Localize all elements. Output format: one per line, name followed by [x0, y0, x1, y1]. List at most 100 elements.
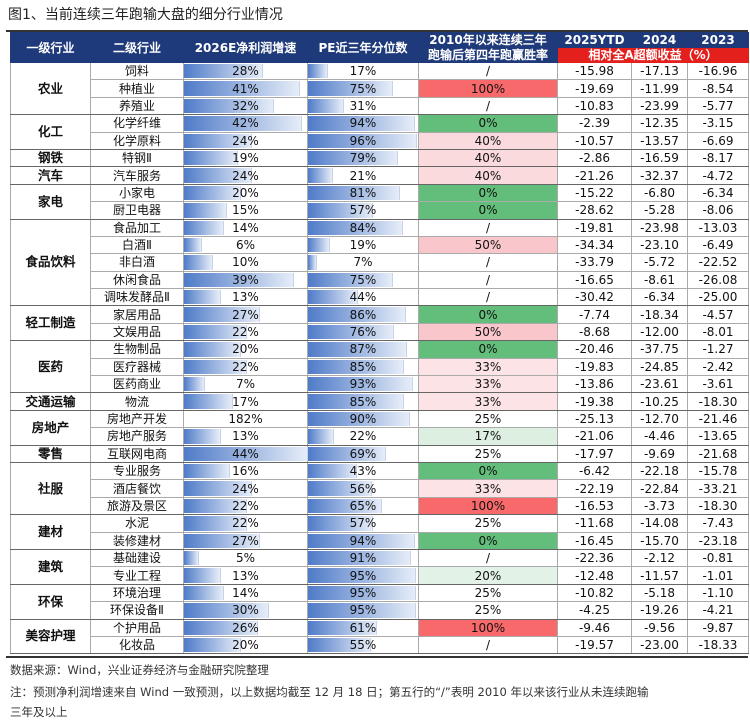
excess-2025ytd: -7.74	[557, 305, 632, 324]
data-bar	[308, 585, 416, 601]
level2-industry: 家居用品	[90, 305, 184, 324]
table-row: 休闲食品 39% 75% / -16.65 -8.61 -26.08	[11, 270, 749, 290]
bar-value: 22%	[232, 498, 259, 513]
table-row: 交通运输 物流 17% 85% 33% -19.38 -10.25 -18.30	[10, 392, 749, 411]
level2-industry: 生物制品	[90, 340, 184, 359]
excess-2023: -1.10	[687, 583, 749, 603]
level1-industry: 农业	[10, 61, 91, 116]
win-rate: 0%	[418, 340, 558, 359]
data-bar	[308, 411, 411, 427]
bar-value: 24%	[232, 133, 259, 148]
level1-industry: 建材	[10, 514, 91, 550]
level2-industry: 酒店餐饮	[90, 479, 184, 498]
excess-2023: -18.33	[687, 635, 749, 655]
header-winrate-1: 2010年以来连续三年	[418, 32, 558, 48]
level2-industry: 食品加工	[90, 218, 184, 237]
bar-value: 17%	[232, 394, 259, 409]
bar-value: 5%	[235, 551, 256, 566]
table-row: 农业 饲料 28% 17% / -15.98 -17.13 -16.96	[10, 61, 749, 116]
bar-value: 15%	[232, 203, 259, 218]
level2-industry: 旅游及景区	[90, 496, 184, 516]
profit-growth: 24%	[183, 166, 308, 185]
profit-growth: 44%	[183, 444, 308, 463]
excess-2023: -23.18	[687, 531, 749, 550]
table-row: 医药 生物制品 20% 87% 0% -20.46 -37.75 -1.27	[10, 340, 749, 394]
table-row: 房地产 房地产开发 182% 90% 25% -25.13 -12.70 -21.46	[10, 409, 749, 446]
data-bar	[308, 429, 334, 444]
excess-2024: -13.57	[631, 131, 688, 150]
data-bar	[184, 272, 295, 288]
pe-percentile: 95%	[307, 566, 419, 585]
profit-growth: 22%	[183, 322, 308, 342]
data-bar	[184, 116, 303, 131]
data-bar	[184, 237, 202, 253]
excess-2023: -21.68	[687, 444, 749, 463]
excess-2025ytd: -20.46	[557, 340, 632, 359]
bar-value: 44%	[349, 290, 377, 305]
pe-percentile: 55%	[307, 635, 419, 655]
excess-2025ytd: -19.83	[557, 357, 632, 377]
level2-industry: 化学原料	[90, 131, 184, 150]
table-row: 酒店餐饮 24% 56% 33% -22.19 -22.84 -33.21	[11, 479, 749, 498]
pe-percentile: 75%	[307, 270, 419, 290]
excess-2024: -17.13	[631, 61, 688, 81]
bar-value: 85%	[349, 394, 377, 409]
excess-2023: -5.77	[687, 96, 749, 116]
profit-growth: 20%	[183, 183, 308, 203]
level1-industry: 零售	[10, 444, 91, 463]
win-rate: 17%	[418, 427, 558, 446]
level1-industry: 家电	[10, 183, 91, 220]
win-rate: /	[418, 61, 558, 81]
excess-2023: -4.72	[687, 166, 749, 185]
excess-2023: -7.43	[687, 514, 749, 533]
excess-2024: -9.69	[631, 444, 688, 463]
table-row: 钢铁 特钢Ⅱ 19% 79% 40% -2.86 -16.59 -8.17	[10, 148, 749, 168]
bar-value: 19%	[232, 151, 259, 166]
bar-value: 20%	[232, 185, 259, 200]
excess-2023: -22.52	[687, 253, 749, 272]
pe-percentile: 43%	[307, 461, 419, 481]
pe-percentile: 87%	[307, 340, 419, 359]
win-rate: 20%	[418, 566, 558, 585]
bar-value: 43%	[349, 464, 377, 479]
excess-2024: -22.84	[631, 479, 688, 498]
bar-value: 26%	[232, 620, 259, 635]
level1-industry: 医药	[10, 340, 91, 394]
excess-2023: -6.34	[687, 183, 749, 203]
data-bar	[308, 342, 407, 357]
profit-growth: 22%	[183, 496, 308, 516]
data-bar	[184, 290, 222, 305]
excess-2025ytd: -25.13	[557, 409, 632, 429]
bar-value: 13%	[232, 290, 259, 305]
level2-industry: 水泥	[90, 514, 184, 533]
data-bar	[308, 64, 329, 79]
pe-percentile: 79%	[307, 148, 419, 168]
bar-value: 41%	[232, 81, 259, 96]
win-rate: 100%	[418, 618, 558, 637]
level2-industry: 互联网电商	[90, 444, 184, 463]
excess-2025ytd: -21.26	[557, 166, 632, 185]
excess-2024: -24.85	[631, 357, 688, 377]
pe-percentile: 90%	[307, 409, 419, 429]
data-bar	[308, 516, 373, 531]
pe-percentile: 84%	[307, 218, 419, 237]
pe-percentile: 94%	[307, 114, 419, 133]
excess-2023: -33.21	[687, 479, 749, 498]
excess-2023: -3.15	[687, 114, 749, 133]
level2-industry: 化妆品	[90, 635, 184, 655]
profit-growth: 10%	[183, 253, 308, 272]
win-rate: 25%	[418, 601, 558, 620]
excess-2023: -4.21	[687, 601, 749, 620]
bar-value: 14%	[232, 220, 259, 235]
bar-value: 75%	[349, 272, 377, 287]
bar-value: 30%	[232, 603, 259, 618]
bar-value: 44%	[232, 446, 259, 461]
data-bar	[184, 516, 247, 531]
bar-value: 7%	[235, 377, 256, 392]
table-row: 环保设备Ⅱ 30% 95% 25% -4.25 -19.26 -4.21	[11, 601, 749, 620]
level2-industry: 饲料	[90, 61, 184, 81]
table-row: 白酒Ⅱ 6% 19% 50% -34.34 -23.10 -6.49	[11, 235, 749, 255]
table-row: 文娱用品 22% 76% 50% -8.68 -12.00 -8.01	[11, 322, 749, 342]
excess-2025ytd: -19.81	[557, 218, 632, 237]
bar-value: 61%	[349, 620, 377, 635]
